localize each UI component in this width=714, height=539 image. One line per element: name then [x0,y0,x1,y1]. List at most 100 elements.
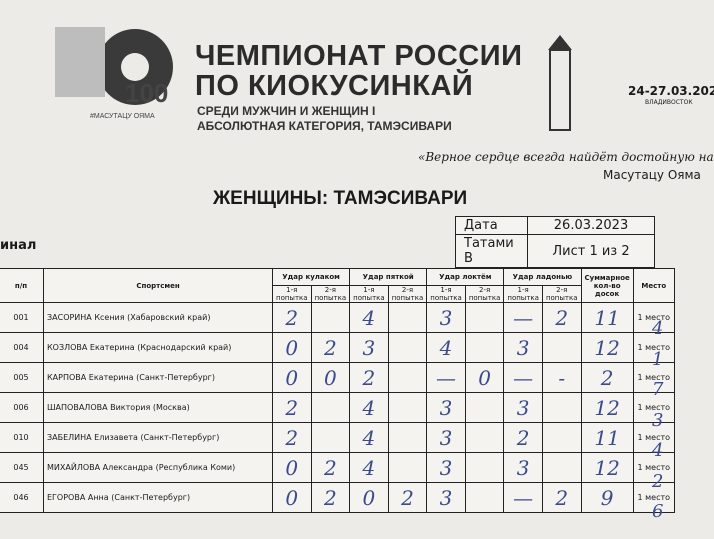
info-cell: Дата [455,216,528,235]
score-cell [387,302,428,333]
score-cell: 2 [310,482,351,513]
score-cell [464,482,505,513]
score: — [513,365,534,390]
score-cell: 4 [349,302,389,333]
result-row: 045 МИХАЙЛОВА Александра (Республика Коми… [0,452,675,483]
header-cell: 2-я попытка [310,285,351,303]
city: ВЛАДИВОСТОК [645,99,693,106]
score-cell: 2 [541,302,582,333]
score: 2 [555,305,569,330]
score-cell [310,422,351,453]
section-title: ЖЕНЩИНЫ: ТАМЭСИВАРИ [213,188,468,209]
score-cell: 2 [272,422,312,453]
score: 3 [516,395,530,420]
score-cell: 4 [349,422,389,453]
score-cell: 0 [272,332,312,363]
place-cell: 1 место [632,362,675,393]
score: 0 [285,365,299,390]
number-cell: 001 [0,302,44,333]
score: 4 [362,305,376,330]
score-cell [387,392,428,423]
result-row: 046 ЕГОРОВА Анна (Санкт-Петербург) 0 2 0 2 3—2… [0,482,675,513]
number-cell: 005 [0,362,44,393]
score-cell [464,422,505,453]
logo: 100 #МАСУТАЦУ ОЯМА [55,27,173,120]
title: ПО КИОКУСИНКАЙ [195,70,474,102]
results-table: п/п Спортсмен Удар кулаком Удар пяткой Удар … [0,268,675,513]
place-cell: 1 место [632,482,675,513]
quote: «Верное сердце всегда найдёт достойную н… [418,150,714,164]
athlete-cell: ЗАБЕЛИНА Елизавета (Санкт-Петербург) [43,422,273,453]
result-row: 010 ЗАБЕЛИНА Елизавета (Санкт-Петербург) 2… [0,422,675,453]
score-cell: — [503,482,543,513]
score-cell [310,392,351,423]
score: — [513,485,534,510]
place-cell: 1 место [632,332,675,363]
score: 2 [285,395,299,420]
score-cell: 2 [272,392,312,423]
quote-author: Масутацу Ояма [603,168,701,182]
athlete-cell: КАРПОВА Екатерина (Санкт-Петербург) [43,362,273,393]
header-cell: Удар кулаком [271,268,351,286]
result-row: 004 КОЗЛОВА Екатерина (Краснодарский край… [0,332,675,363]
score: 3 [439,455,453,480]
score: 4 [439,335,453,360]
score: 0 [285,335,299,360]
score-cell: 3 [349,332,389,363]
header-cell: 2-я попытка [541,285,582,303]
score: 3 [439,305,453,330]
score-cell [387,332,428,363]
score-cell: 0 [272,362,312,393]
place-cell: 1 место [632,302,675,333]
info-row: Дата 26.03.2023 [455,216,655,235]
logo-tag: #МАСУТАЦУ ОЯМА [90,113,155,120]
score: 2 [516,425,530,450]
margin-note: 6 [652,501,664,522]
total-cell: 12 [580,452,634,483]
score: 2 [323,485,337,510]
score: 2 [285,425,299,450]
score: 3 [516,455,530,480]
score-cell: 0 [310,362,351,393]
subtitle: АБСОЛЮТНАЯ КАТЕГОРИЯ, ТАМЭСИВАРИ [197,119,452,133]
score: 2 [555,485,569,510]
header-cell: п/п [0,268,44,303]
header-cell: Место [632,268,675,303]
score-cell: 4 [349,392,389,423]
number-cell: 046 [0,482,44,513]
stage: инал [0,238,37,253]
header-cell: 1-я попытка [272,285,312,303]
score-cell [541,452,582,483]
margin-note: 7 [652,379,664,400]
total-cell: 9 [580,482,634,513]
score-cell: - [541,362,582,393]
score-cell: 3 [503,392,543,423]
score: 3 [362,335,376,360]
score: 4 [362,425,376,450]
header-cell: 2-я попытка [387,285,428,303]
score-cell: 2 [310,332,351,363]
info-table: Дата 26.03.2023 Татами В Лист 1 из 2 [455,216,655,268]
score: 4 [362,455,376,480]
score-cell: 4 [349,452,389,483]
info-row: Татами В Лист 1 из 2 [455,234,655,268]
score: 0 [362,485,376,510]
score: — [436,365,457,390]
athlete-cell: ЗАСОРИНА Ксения (Хабаровский край) [43,302,273,333]
header-cell: 1-я попытка [503,285,543,303]
score-cell [541,392,582,423]
info-cell: Татами В [455,234,528,268]
score-cell: 3 [426,302,466,333]
score: 0 [285,455,299,480]
score: 3 [439,395,453,420]
margin-note: 1 [652,348,664,370]
score-cell: 3 [426,422,466,453]
score-cell: 4 [426,332,466,363]
score-cell [464,332,505,363]
score-cell: 0 [464,362,505,393]
score: 2 [401,485,414,510]
header-cell: 2-я попытка [464,285,505,303]
score: 4 [362,395,376,420]
score-cell: 3 [503,452,543,483]
